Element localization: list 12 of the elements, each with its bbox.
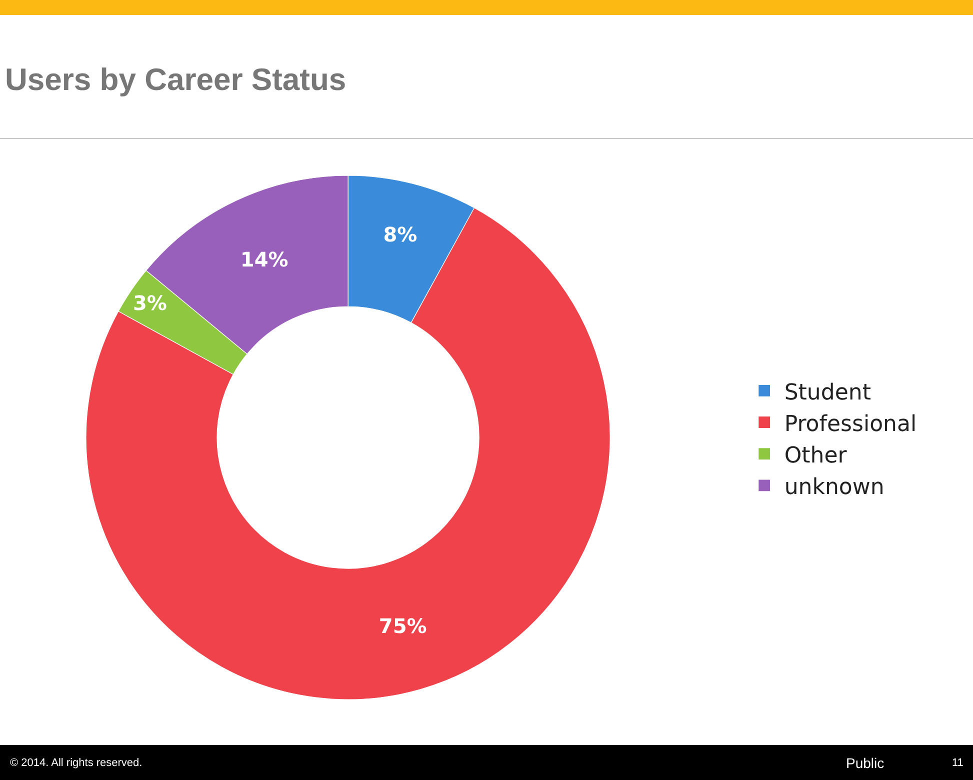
text: Public [846,755,884,771]
legend-label: Professional [784,412,917,437]
legend-label: Other [784,443,848,468]
data-label: 8% [383,222,418,246]
text: © 2014. All rights reserved. [10,757,142,769]
data-label: 14% [240,248,288,272]
chart-title: Users by Career Status [5,62,346,97]
legend-label: unknown [784,475,884,500]
text: 11 [952,757,964,769]
data-label: 3% [132,290,167,315]
data-label: 75% [378,614,427,638]
legend-label: Student [784,380,872,406]
